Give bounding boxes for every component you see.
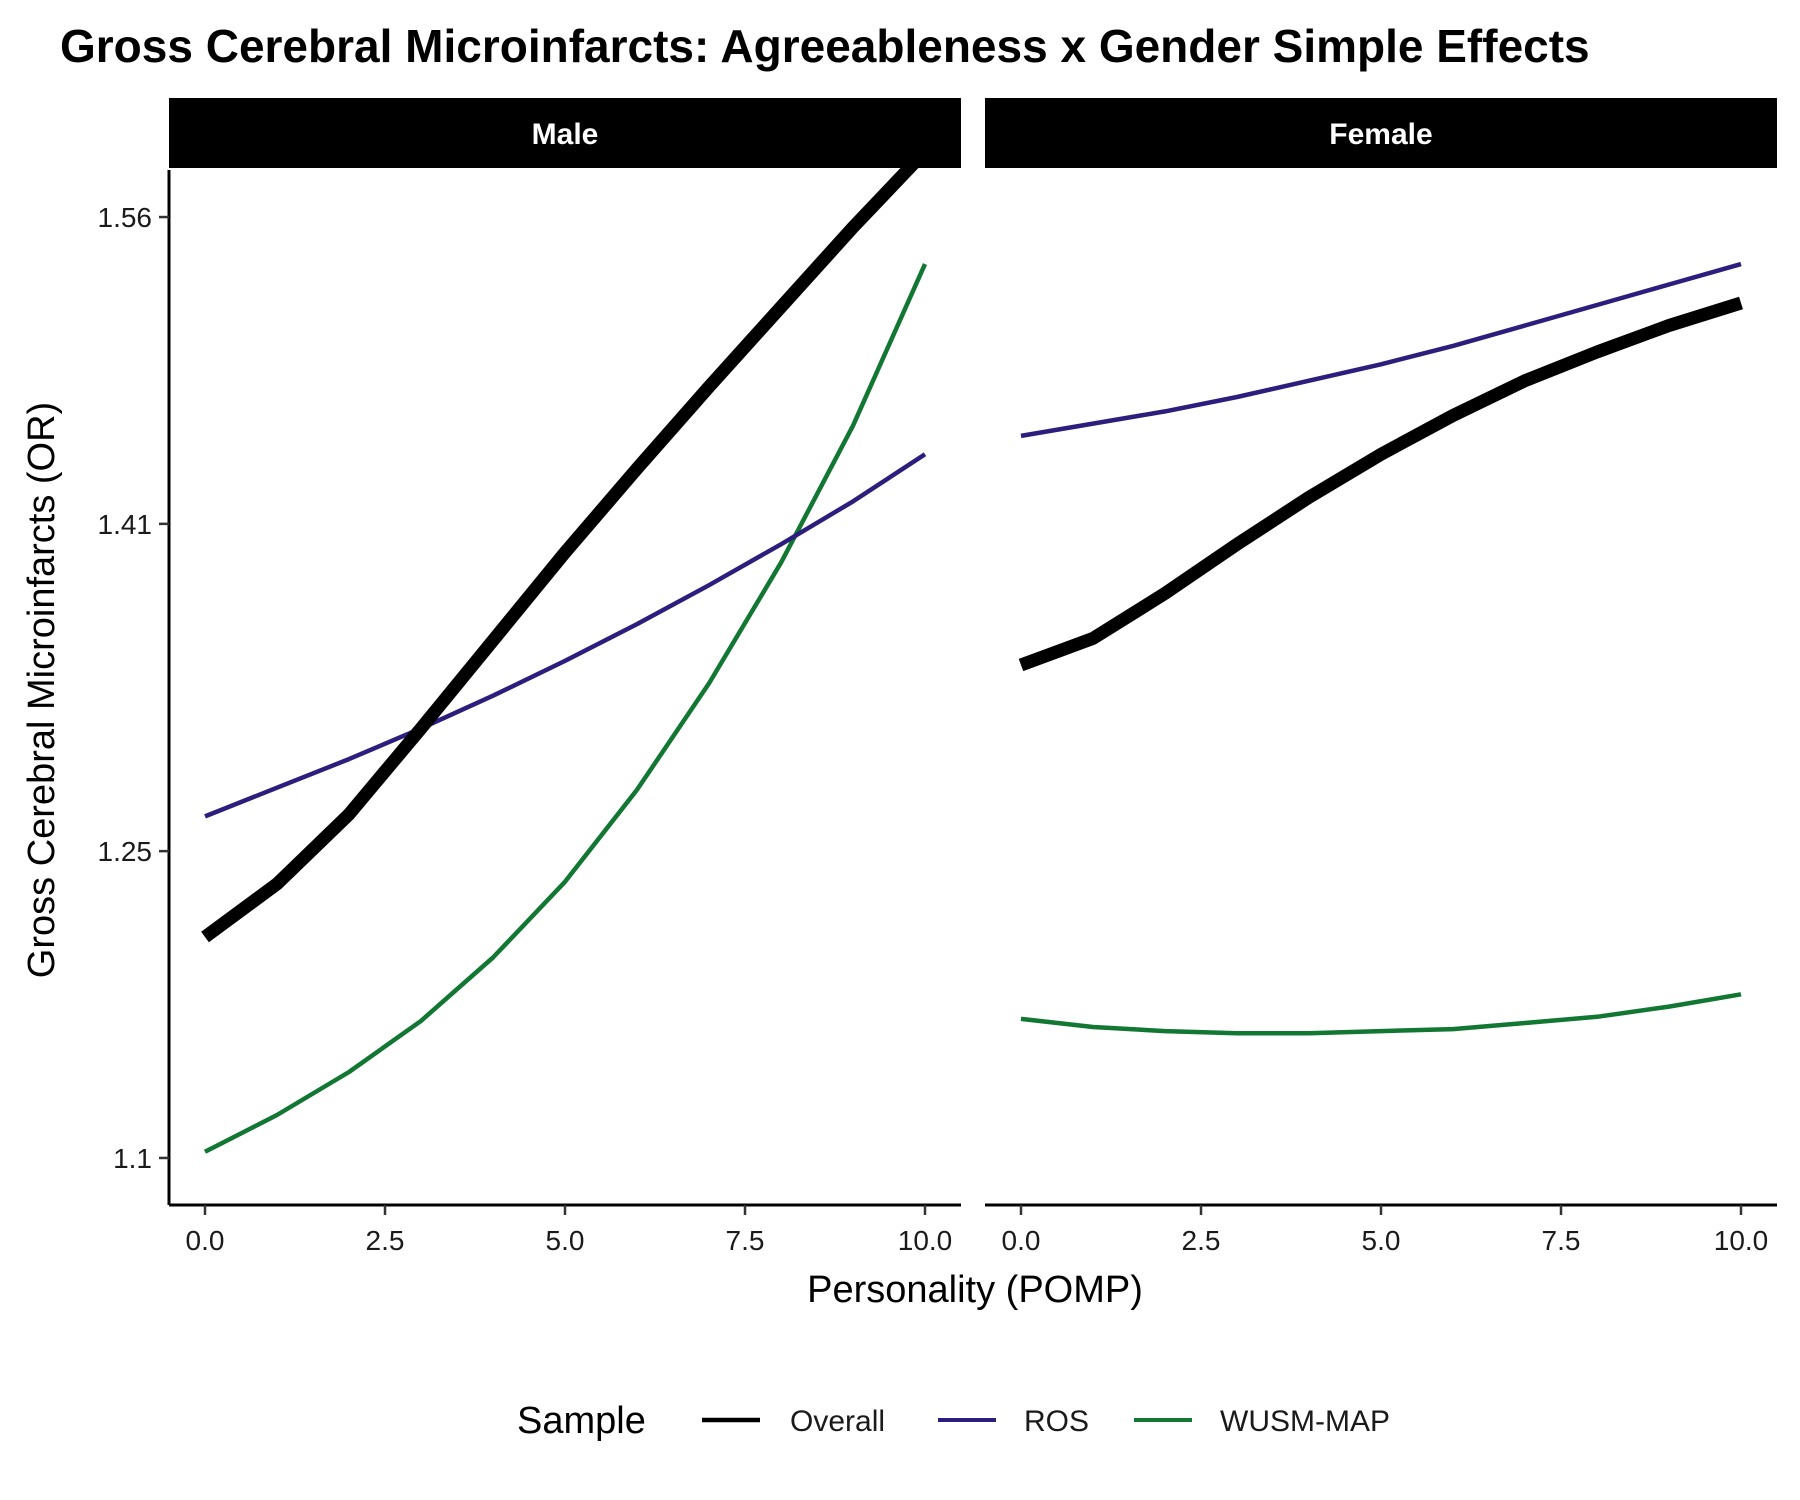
facet-strip — [169, 98, 961, 168]
y-tick-label: 1.41 — [98, 509, 153, 540]
y-axis: 1.1 1.25 1.41 1.56 — [98, 170, 171, 1205]
legend-label: Overall — [790, 1405, 885, 1438]
x-tick-label: 10.0 — [1714, 1225, 1769, 1256]
series-line-overall — [1018, 296, 1743, 672]
x-tick-label: 0.0 — [1002, 1225, 1041, 1256]
legend-label: ROS — [1024, 1405, 1089, 1438]
series-line-ros — [1020, 261, 1742, 439]
facet-strip-label: Female — [1329, 118, 1432, 151]
y-tick-label: 1.56 — [98, 202, 153, 233]
legend-label: WUSM-MAP — [1220, 1405, 1390, 1438]
legend-title: Sample — [517, 1400, 646, 1442]
facet-strip-label: Male — [532, 118, 599, 151]
y-tick-label: 1.25 — [98, 836, 153, 867]
x-tick-label: 5.0 — [546, 1225, 585, 1256]
x-tick-label: 10.0 — [898, 1225, 953, 1256]
series-line-overall — [201, 147, 930, 943]
series-line-wusm-map — [1020, 992, 1742, 1036]
x-tick-label: 7.5 — [1542, 1225, 1581, 1256]
x-tick-label: 5.0 — [1362, 1225, 1401, 1256]
chart-title: Gross Cerebral Microinfarcts: Agreeablen… — [60, 20, 1590, 72]
y-axis-title: Gross Cerebral Microinfarcts (OR) — [21, 402, 63, 978]
x-tick-label: 0.0 — [186, 1225, 225, 1256]
legend: Sample Overall ROS WUSM-MAP — [517, 1400, 1390, 1442]
x-axis-title: Personality (POMP) — [807, 1269, 1143, 1311]
legend-item-overall: Overall — [702, 1405, 885, 1438]
x-tick-label: 7.5 — [726, 1225, 765, 1256]
series-line-wusm-map — [203, 263, 928, 1154]
legend-item-ros: ROS — [938, 1405, 1089, 1438]
x-tick-label: 2.5 — [366, 1225, 405, 1256]
legend-item-wusm-map: WUSM-MAP — [1134, 1405, 1390, 1438]
x-tick-label: 2.5 — [1182, 1225, 1221, 1256]
series-line-ros — [204, 452, 927, 819]
facet-panels: Male 0.0 2.5 5.0 7.5 10.0 Female 0.0 2.5 5.0 7.5 10… — [169, 98, 1777, 1256]
y-tick-label: 1.1 — [113, 1143, 152, 1174]
panel-male: Male 0.0 2.5 5.0 7.5 10.0 — [169, 98, 961, 1256]
panel-female: Female 0.0 2.5 5.0 7.5 10.0 — [985, 98, 1777, 1256]
facet-strip — [985, 98, 1777, 168]
